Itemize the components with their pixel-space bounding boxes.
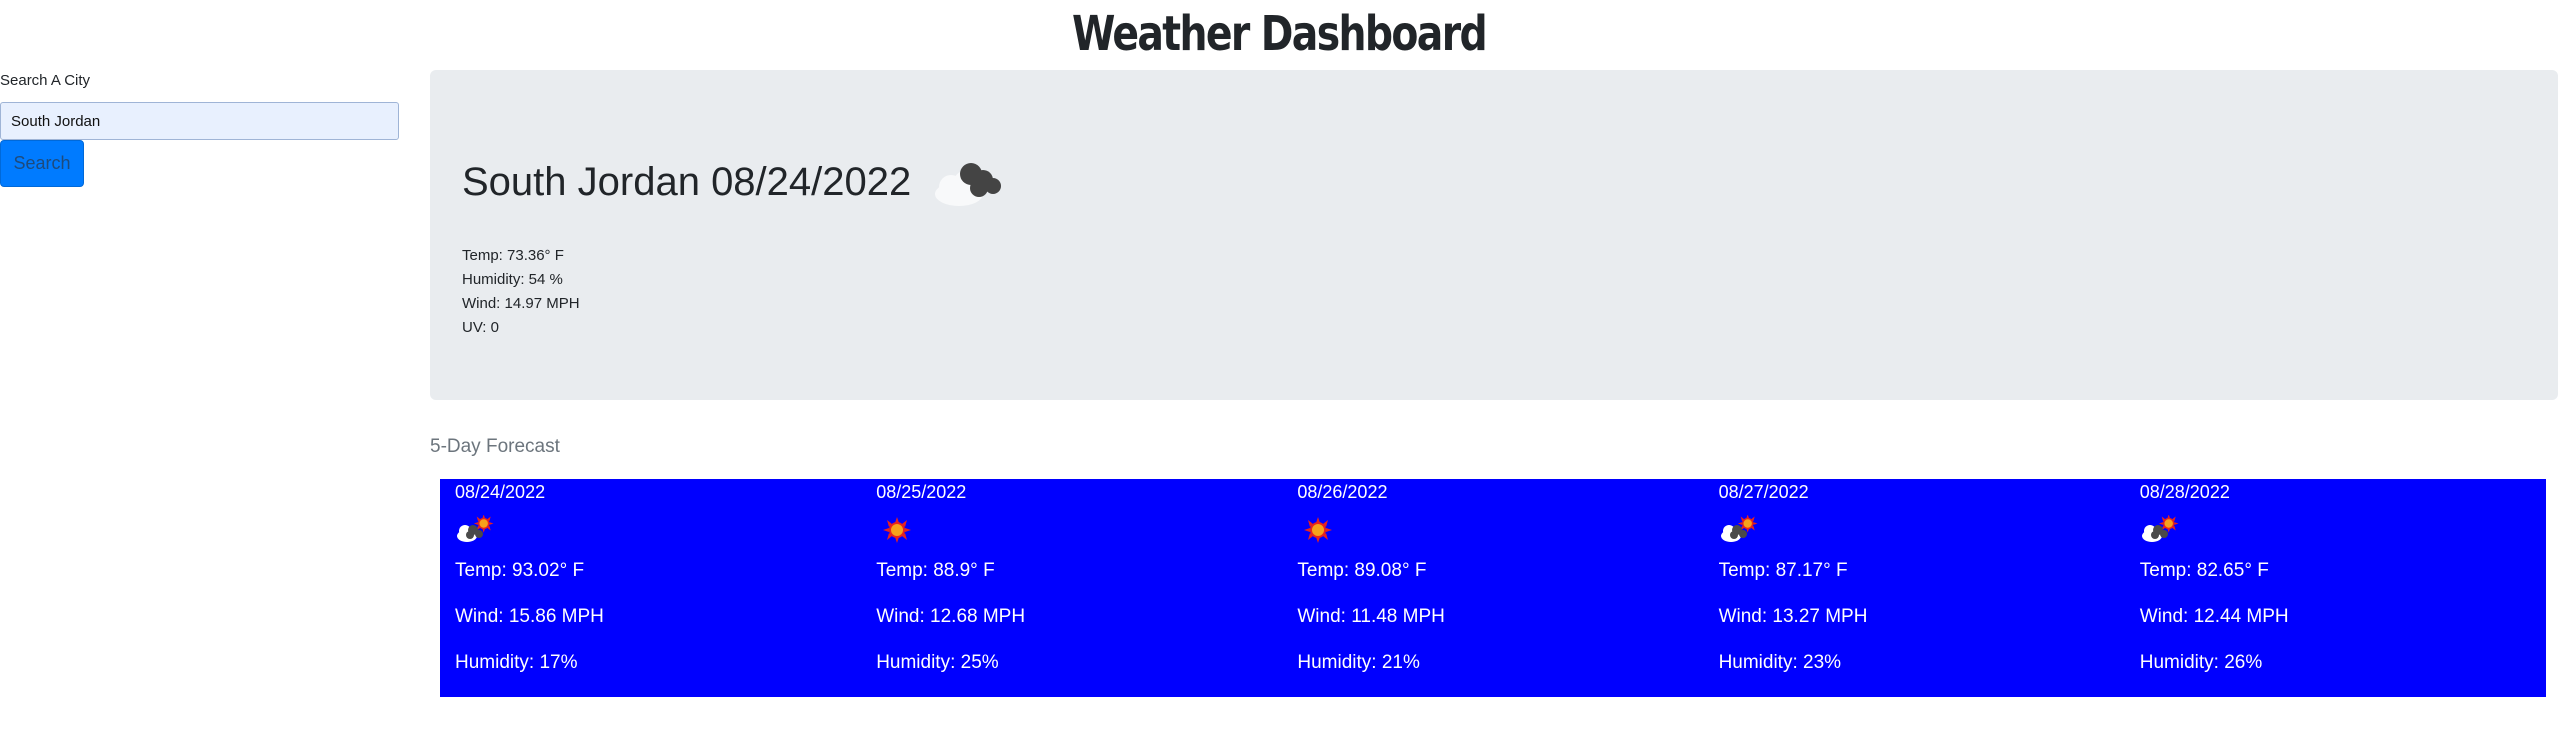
forecast-date: 08/28/2022 bbox=[2139, 482, 2230, 502]
current-humidity: Humidity: 54 % bbox=[462, 271, 563, 288]
cloud-sun-icon bbox=[2140, 515, 2182, 545]
forecast-day-card: 08/25/2022 Temp: 88.9° F Wind: 12.68 MPH… bbox=[861, 479, 1282, 697]
forecast-day-card: 08/27/2022 Temp: 87.17° F Wind: 13.27 MP… bbox=[1704, 479, 2125, 697]
forecast-wind: Wind: 12.44 MPH bbox=[2139, 606, 2289, 627]
cloud-sun-icon bbox=[1719, 515, 1761, 545]
forecast-day-card: 08/24/2022 Temp: 93.02° F Wind: 15.86 MP… bbox=[440, 479, 861, 697]
forecast-temp: Temp: 93.02° F bbox=[455, 560, 585, 581]
forecast-temp: Temp: 88.9° F bbox=[876, 560, 995, 581]
forecast-humidity: Humidity: 23% bbox=[1718, 652, 1842, 673]
forecast-temp: Temp: 82.65° F bbox=[2139, 560, 2269, 581]
current-weather-panel: South Jordan 08/24/2022 Temp: 73.36° F H… bbox=[430, 70, 2558, 400]
forecast-temp: Temp: 89.08° F bbox=[1297, 560, 1427, 581]
current-weather-details: Temp: 73.36° F Humidity: 54 % Wind: 14.9… bbox=[462, 244, 580, 340]
forecast-date: 08/26/2022 bbox=[1297, 482, 1388, 502]
current-uv: UV: 0 bbox=[462, 319, 499, 336]
clouds-icon bbox=[935, 163, 1002, 206]
city-search-input[interactable] bbox=[0, 102, 399, 140]
forecast-date: 08/27/2022 bbox=[1718, 482, 1809, 502]
forecast-humidity: Humidity: 21% bbox=[1297, 652, 1420, 673]
page-title: Weather Dashboard bbox=[1071, 6, 1488, 62]
forecast-day-card: 08/26/2022 Temp: 89.08° F Wind: 11.48 MP… bbox=[1282, 479, 1703, 697]
current-weather-header: South Jordan 08/24/2022 bbox=[462, 154, 1005, 210]
current-temp: Temp: 73.36° F bbox=[462, 247, 564, 264]
forecast-humidity: Humidity: 17% bbox=[455, 652, 578, 673]
forecast-wind: Wind: 13.27 MPH bbox=[1718, 606, 1868, 627]
forecast-humidity: Humidity: 25% bbox=[876, 652, 999, 673]
forecast-wind: Wind: 15.86 MPH bbox=[455, 606, 604, 627]
forecast-day-card: 08/28/2022 Temp: 82.65° F Wind: 12.44 MP… bbox=[2125, 479, 2546, 697]
current-city-date: South Jordan 08/24/2022 bbox=[462, 160, 912, 204]
search-button[interactable]: Search bbox=[0, 140, 84, 187]
cloud-sun-icon bbox=[455, 515, 497, 545]
forecast-panel: 08/24/2022 Temp: 93.02° F Wind: 15.86 MP… bbox=[440, 479, 2546, 697]
forecast-date: 08/25/2022 bbox=[876, 482, 967, 502]
search-label: Search A City bbox=[0, 72, 91, 89]
forecast-humidity: Humidity: 26% bbox=[2139, 652, 2263, 673]
current-wind: Wind: 14.97 MPH bbox=[462, 295, 580, 312]
forecast-wind: Wind: 12.68 MPH bbox=[876, 606, 1026, 627]
forecast-temp: Temp: 87.17° F bbox=[1718, 560, 1848, 581]
forecast-wind: Wind: 11.48 MPH bbox=[1297, 606, 1445, 627]
forecast-heading: 5-Day Forecast bbox=[430, 436, 560, 457]
sun-icon bbox=[1303, 516, 1334, 544]
sun-icon bbox=[882, 516, 913, 544]
forecast-date: 08/24/2022 bbox=[455, 482, 546, 502]
